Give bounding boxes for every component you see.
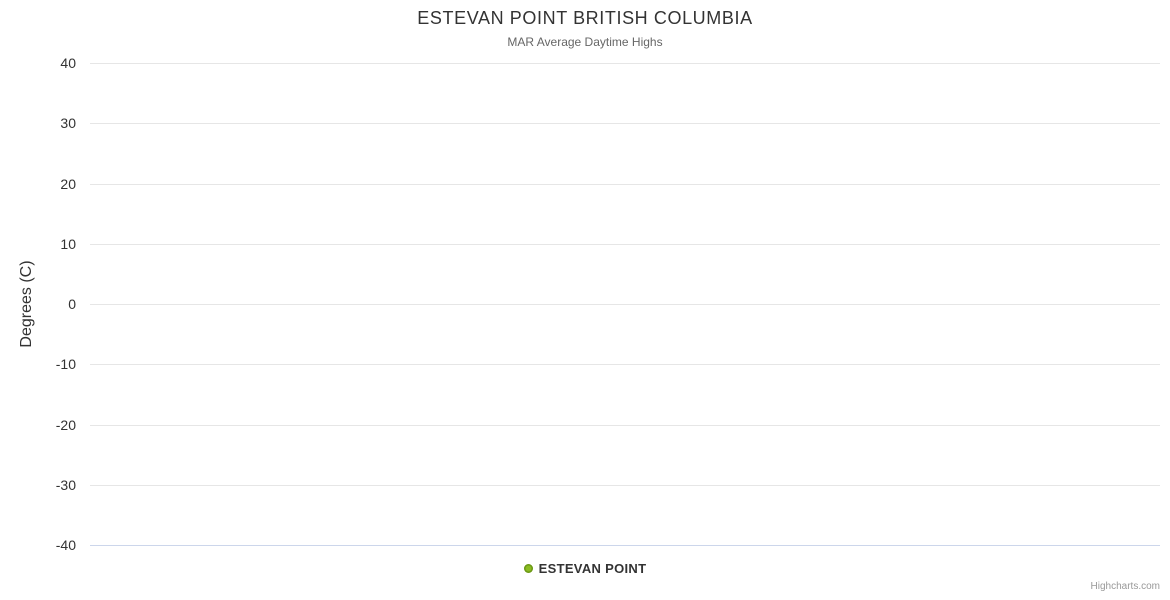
y-axis-label: 40 [60,55,76,71]
y-axis-label: 0 [68,296,76,312]
y-axis-label: 10 [60,235,76,252]
y-axis-label: 20 [60,175,76,192]
y-gridline [90,123,1160,125]
series-marker-icon [523,564,533,573]
legend-item-label: ESTEVAN POINT [538,561,647,576]
x-axis-line [90,545,1160,546]
highcharts-credits-link[interactable]: Highcharts.com [1090,581,1160,592]
y-gridline [90,243,1160,245]
y-axis-label: -40 [55,537,76,553]
y-gridline [90,63,1160,64]
y-gridline [90,304,1160,305]
y-axis-label: -20 [55,416,76,433]
legend: ESTEVAN POINT [0,561,1170,576]
y-axis-label: -10 [55,356,76,373]
y-axis-label: 30 [60,115,76,132]
chart-title: ESTEVAN POINT BRITISH COLUMBIA [417,8,753,28]
y-gridline [90,484,1160,486]
y-gridline [90,424,1160,426]
chart-subtitle: MAR Average Daytime Highs [507,35,663,49]
y-gridline [90,364,1160,366]
legend-item-estevan-point[interactable]: ESTEVAN POINT [523,561,647,576]
y-gridline [90,183,1160,185]
y-axis-label: -30 [55,476,76,493]
